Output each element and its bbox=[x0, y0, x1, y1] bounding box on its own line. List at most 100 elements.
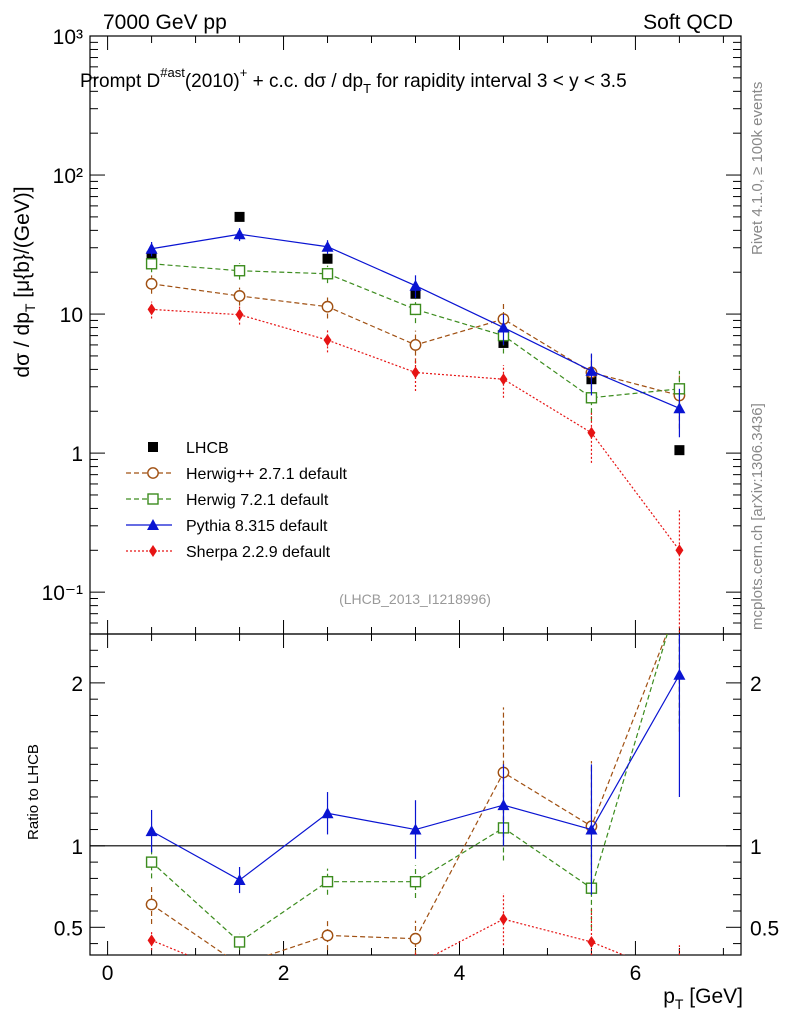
sherpa-2-2-9-default-ratio-point bbox=[412, 959, 420, 971]
herwig-2-7-1-default-point bbox=[233, 290, 246, 302]
herwig-7-2-1-default-legend-label: Herwig 7.2.1 default bbox=[186, 492, 329, 509]
pythia-8-315-default-ratio-point bbox=[321, 807, 334, 819]
pythia-8-315-default-point bbox=[497, 321, 510, 333]
ratio-y-tick-label-left: 1 bbox=[71, 836, 83, 859]
xlabel-unit: [GeV] bbox=[683, 985, 743, 1008]
pythia-8-315-default-point bbox=[321, 240, 334, 252]
herwig-2-7-1-default-legend-marker bbox=[147, 467, 159, 479]
herwig-2-7-1-default-ratio-point bbox=[145, 898, 158, 911]
pythia-8-315-default-ratio-point bbox=[409, 823, 422, 835]
ratio-plot-frame bbox=[89, 633, 742, 956]
sherpa-2-2-9-default-legend-label: Sherpa 2.2.9 default bbox=[186, 544, 331, 561]
ratio-y-tick-label-right: 2 bbox=[750, 673, 762, 696]
ratio-ylabel: Ratio to LHCB bbox=[25, 744, 42, 840]
ratio-frame-box bbox=[89, 633, 742, 956]
herwig-7-2-1-default-point bbox=[233, 265, 246, 277]
pythia-8-315-default-ratio-point bbox=[585, 823, 598, 835]
herwig-7-2-1-default-ratio-point bbox=[233, 936, 246, 948]
herwig-2-7-1-default-ratio-point bbox=[674, 596, 684, 606]
herwig-2-7-1-default-point bbox=[145, 277, 158, 290]
herwig-2-7-1-default-ratio-point bbox=[234, 960, 244, 970]
main-ylabel: dσ / dpT [μ{b}/(GeV)] bbox=[11, 186, 38, 377]
pythia-8-315-default-point bbox=[233, 228, 246, 240]
lhcb-point bbox=[674, 445, 685, 456]
plot-title: Prompt D#ast(2010)+ + c.c. dσ / dpT for … bbox=[80, 65, 627, 96]
herwig-7-2-1-default-ratio-point bbox=[409, 875, 422, 888]
main-axis-ticks: 10⁻¹ 1 10 10² 10³ bbox=[42, 26, 741, 635]
title-mid: (2010) bbox=[185, 71, 240, 92]
sherpa-2-2-9-default-point bbox=[675, 544, 684, 557]
reference-label: (LHCB_2013_I1218996) bbox=[339, 591, 491, 607]
sherpa-2-2-9-default-point bbox=[587, 426, 596, 439]
main-ylabel-b: T bbox=[22, 303, 38, 312]
x-tick-label: 6 bbox=[630, 962, 642, 985]
main-y-tick-label: 10 bbox=[60, 304, 83, 327]
x-tick-label: 4 bbox=[454, 962, 466, 985]
main-ylabel-c: [μ{b}/(GeV)] bbox=[11, 186, 34, 303]
sherpa-2-2-9-default-ratio-point bbox=[499, 913, 508, 926]
pythia-8-315-default-point bbox=[145, 242, 158, 254]
pythia-8-315-default-ratio-point bbox=[497, 799, 510, 811]
title-sub: T bbox=[363, 81, 371, 96]
xlabel-sub: T bbox=[675, 996, 684, 1012]
lhcb-legend-label: LHCB bbox=[186, 440, 229, 457]
main-ylabel-a: dσ / dp bbox=[11, 312, 34, 378]
header-left: 7000 GeV pp bbox=[103, 11, 227, 34]
herwig-2-7-1-default-ratio-point bbox=[409, 932, 422, 945]
sherpa-2-2-9-default-ratio-point bbox=[147, 934, 156, 947]
title-suffix: + c.c. dσ / dp bbox=[247, 71, 363, 92]
herwig-7-2-1-default-ratio-point bbox=[321, 875, 334, 888]
title-tail: for rapidity interval 3 < y < 3.5 bbox=[371, 71, 627, 92]
lhcb-point bbox=[322, 253, 333, 264]
pythia-8-315-default-ratio-point bbox=[145, 825, 158, 837]
sherpa-2-2-9-default-point bbox=[499, 373, 508, 386]
title-sup2: + bbox=[240, 65, 248, 80]
sherpa-2-2-9-default-ratio-point bbox=[587, 935, 596, 948]
main-series bbox=[145, 211, 686, 634]
ratio-y-tick-label-left: 2 bbox=[71, 673, 83, 696]
pythia-8-315-default-point bbox=[673, 402, 686, 414]
pythia-8-315-default-ratio-point bbox=[673, 668, 686, 680]
main-y-tick-label: 10³ bbox=[53, 26, 83, 49]
sherpa-2-2-9-default-point bbox=[235, 308, 244, 321]
lhcb-point bbox=[234, 211, 245, 222]
herwig-7-2-1-default-point bbox=[321, 268, 334, 280]
pythia-8-315-default-legend-label: Pythia 8.315 default bbox=[186, 518, 328, 535]
pythia-8-315-default-point bbox=[585, 364, 598, 376]
main-y-tick-label: 1 bbox=[71, 443, 83, 466]
mcplots-label: mcplots.cern.ch [arXiv:1306.3436] bbox=[749, 403, 766, 630]
sherpa-2-2-9-default-legend-marker bbox=[149, 545, 157, 557]
title-prefix: Prompt D bbox=[80, 71, 160, 92]
main-y-tick-label: 10⁻¹ bbox=[42, 582, 83, 605]
ratio-series bbox=[145, 588, 686, 982]
sherpa-2-2-9-default-ratio-point bbox=[324, 960, 332, 972]
herwig-2-7-1-default-point bbox=[409, 339, 422, 351]
herwig-2-7-1-default-ratio-line bbox=[151, 634, 668, 955]
herwig-7-2-1-default-point bbox=[145, 258, 158, 270]
pythia-8-315-default-point bbox=[409, 279, 422, 291]
x-tick-label: 0 bbox=[102, 962, 114, 985]
pythia-8-315-default-legend-marker bbox=[147, 519, 159, 530]
rivet-label: Rivet 4.1.0, ≥ 100k events bbox=[749, 82, 766, 255]
sherpa-2-2-9-default-ratio-point bbox=[236, 970, 244, 982]
ratio-y-tick-label-right: 0.5 bbox=[750, 917, 779, 940]
xlabel-p: p bbox=[663, 985, 675, 1008]
title-sup1: #ast bbox=[160, 65, 185, 80]
legend: LHCB Herwig++ 2.7.1 default Herwig 7.2.1 d… bbox=[126, 440, 348, 561]
x-tick-label: 2 bbox=[278, 962, 290, 985]
sherpa-2-2-9-default-point bbox=[411, 366, 420, 379]
herwig-7-2-1-default-ratio-point bbox=[674, 588, 684, 598]
main-y-tick-label: 10² bbox=[53, 165, 83, 188]
sherpa-2-2-9-default-point bbox=[147, 303, 156, 316]
herwig-2-7-1-default-legend-label: Herwig++ 2.7.1 default bbox=[186, 466, 348, 483]
ratio-y-tick-label-right: 1 bbox=[750, 836, 762, 859]
xlabel: pT [GeV] bbox=[663, 985, 743, 1012]
ratio-axis-ticks: 0 2 4 6 0.5 0.5 1 1 2 2 bbox=[54, 634, 779, 985]
herwig-7-2-1-default-legend-marker bbox=[147, 493, 159, 505]
pythia-8-315-default-ratio-point bbox=[233, 874, 246, 886]
sherpa-2-2-9-default-point bbox=[323, 334, 332, 347]
ratio-y-tick-label-left: 0.5 bbox=[54, 917, 83, 940]
herwig-2-7-1-default-ratio-point bbox=[321, 929, 334, 942]
herwig-7-2-1-default-point bbox=[409, 303, 422, 316]
header-right: Soft QCD bbox=[643, 11, 733, 34]
